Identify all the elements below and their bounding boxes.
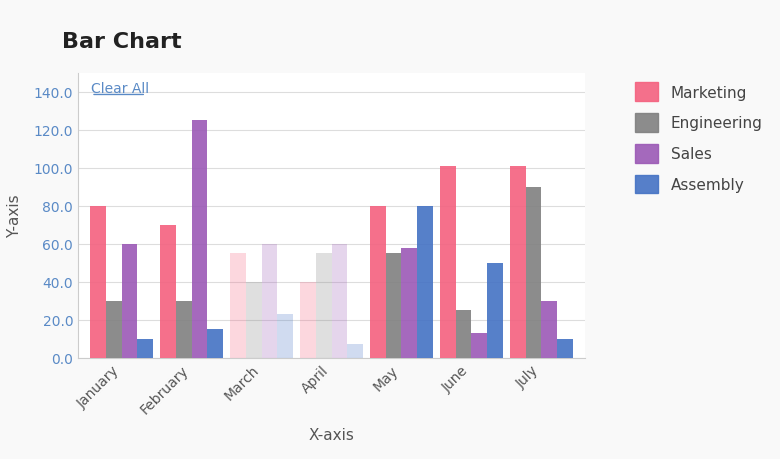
Bar — [160, 225, 176, 358]
Bar — [456, 311, 471, 358]
Bar — [316, 254, 332, 358]
Y-axis label: Y-axis: Y-axis — [8, 194, 23, 237]
Legend: Marketing, Engineering, Sales, Assembly: Marketing, Engineering, Sales, Assembly — [628, 75, 770, 202]
Text: Clear All: Clear All — [91, 81, 149, 95]
Bar — [106, 301, 122, 358]
Bar — [246, 282, 261, 358]
Bar — [347, 345, 363, 358]
Bar — [526, 187, 541, 358]
Bar — [541, 301, 557, 358]
Text: Bar Chart: Bar Chart — [62, 32, 182, 52]
Bar — [487, 263, 503, 358]
Bar — [300, 282, 316, 358]
Bar — [122, 244, 137, 358]
Bar — [402, 248, 417, 358]
Bar — [417, 206, 433, 358]
Bar — [176, 301, 192, 358]
Bar — [137, 339, 153, 358]
X-axis label: X-axis: X-axis — [309, 427, 354, 442]
Bar — [440, 167, 456, 358]
Bar — [557, 339, 573, 358]
Bar — [90, 206, 106, 358]
Bar — [471, 333, 487, 358]
Bar — [332, 244, 347, 358]
Bar — [278, 314, 293, 358]
Bar — [207, 330, 223, 358]
Bar — [370, 206, 385, 358]
Bar — [192, 121, 207, 358]
Bar — [385, 254, 402, 358]
Bar — [261, 244, 278, 358]
Bar — [510, 167, 526, 358]
Bar — [230, 254, 246, 358]
